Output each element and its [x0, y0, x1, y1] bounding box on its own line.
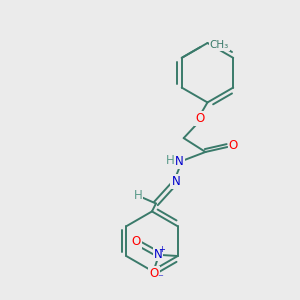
Text: +: +: [158, 244, 165, 253]
Text: ⁻: ⁻: [157, 273, 163, 283]
Text: O: O: [149, 267, 159, 280]
Text: H: H: [165, 154, 174, 167]
Text: O: O: [229, 139, 238, 152]
Text: N: N: [171, 175, 180, 188]
Text: N: N: [175, 155, 184, 168]
Text: O: O: [131, 235, 141, 248]
Text: O: O: [195, 112, 204, 125]
Text: CH₃: CH₃: [209, 40, 229, 50]
Text: H: H: [134, 189, 142, 202]
Text: N: N: [154, 248, 162, 260]
